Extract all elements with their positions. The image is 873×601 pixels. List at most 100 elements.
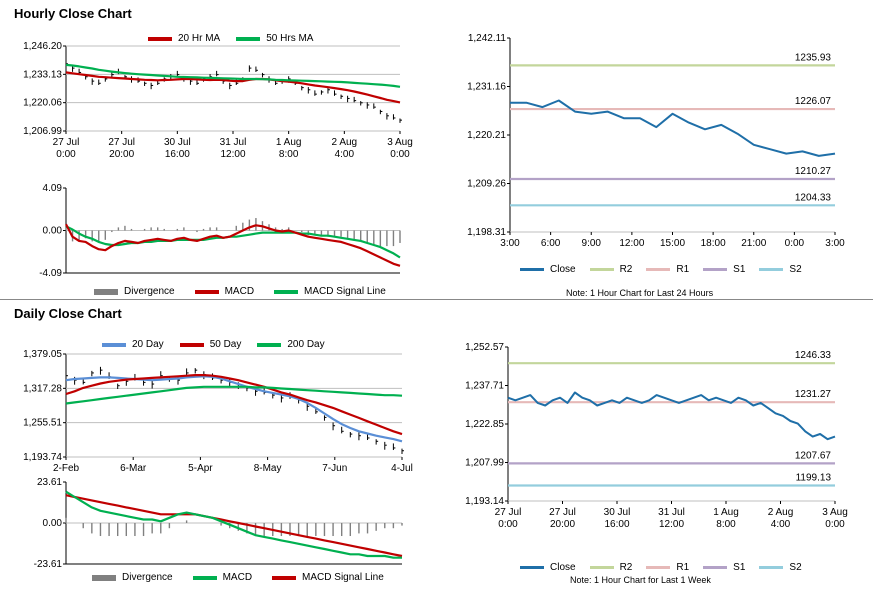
- legend-swatch-macd: [192, 575, 217, 580]
- legend-label-20hr-ma: 20 Hr MA: [178, 33, 221, 44]
- daily-price-x-tick-label: 7-Jun: [322, 463, 347, 474]
- daily-price-y-tick-label: 1,255.51: [23, 418, 62, 429]
- daily-pivot-level-label-s1: 1207.67: [795, 450, 832, 461]
- hourly-price-x-tick-label: 0:00: [56, 149, 76, 160]
- daily-pivot-x-tick-label: 20:00: [550, 519, 575, 530]
- daily-pivot-y-tick-label: 1,222.85: [465, 419, 504, 430]
- legend-swatch-s2: [759, 268, 784, 271]
- hourly-pivot-x-tick-label: 21:00: [741, 238, 766, 249]
- daily-pivot-x-tick-label: 2 Aug: [768, 507, 794, 518]
- legend-label-divergence: Divergence: [124, 286, 175, 297]
- legend-swatch-50hrs-ma: [236, 36, 261, 41]
- hourly-pivot-level-label-r1: 1226.07: [795, 96, 832, 107]
- daily-pivot-legend: Close R2 R1 S1 S2: [520, 562, 802, 573]
- legend-swatch-20day: [102, 342, 126, 347]
- legend-swatch-divergence: [92, 574, 116, 581]
- legend-label-signal: MACD Signal Line: [304, 286, 386, 297]
- legend-label-50hrs-ma: 50 Hrs MA: [266, 33, 314, 44]
- hourly-price-legend: 20 Hr MA 50 Hrs MA: [148, 33, 313, 44]
- daily-price-ma20-line: [65, 375, 403, 443]
- daily-price-x-tick-label: 8-May: [254, 463, 282, 474]
- hourly-macd-y-tick-label: 4.09: [43, 183, 63, 194]
- hourly-price-ma50-line: [65, 63, 401, 88]
- daily-price-x-tick-label: 5-Apr: [188, 463, 213, 474]
- daily-macd-legend: Divergence MACD MACD Signal Line: [92, 572, 384, 583]
- legend-label-s2: S2: [789, 562, 802, 573]
- daily-pivot-y-tick-label: 1,237.71: [465, 381, 504, 392]
- hourly-price-x-tick-label: 12:00: [220, 149, 245, 160]
- daily-macd-signal-line: [65, 494, 403, 558]
- hourly-price-x-tick-label: 8:00: [279, 149, 299, 160]
- daily-price-x-tick-label: 2-Feb: [53, 463, 80, 474]
- daily-price-x-tick-label: 6-Mar: [120, 463, 147, 474]
- legend-swatch-macd: [194, 289, 219, 294]
- daily-pivot-note: Note: 1 Hour Chart for Last 1 Week: [570, 575, 711, 585]
- hourly-price-x-tick-label: 2 Aug: [332, 137, 358, 148]
- daily-macd-y-tick-label: 0.00: [43, 518, 63, 529]
- hourly-pivot-close-line: [510, 99, 836, 157]
- hourly-pivot-level-label-s1: 1210.27: [795, 166, 832, 177]
- hourly-macd-signal-line: [65, 225, 401, 259]
- hourly-pivot-y-tick-label: 1,242.11: [468, 33, 507, 44]
- hourly-pivot-y-tick-label: 1,198.31: [467, 227, 506, 238]
- hourly-pivot-y-tick-label: 1,231.16: [467, 82, 506, 93]
- hourly-pivot-x-tick-label: 9:00: [582, 238, 602, 249]
- hourly-price-x-tick-label: 27 Jul: [53, 137, 80, 148]
- legend-swatch-r1: [646, 566, 671, 569]
- legend-swatch-divergence: [94, 288, 118, 295]
- legend-label-macd: MACD: [224, 286, 255, 297]
- legend-label-divergence: Divergence: [122, 572, 173, 583]
- hourly-price-x-tick-label: 27 Jul: [108, 137, 135, 148]
- legend-swatch-s1: [703, 566, 728, 569]
- legend-swatch-50day: [179, 342, 204, 347]
- legend-label-50day: 50 Day: [209, 339, 242, 350]
- hourly-pivot-x-tick-label: 18:00: [701, 238, 726, 249]
- daily-macd-y-tick-label: -23.61: [34, 559, 63, 570]
- daily-pivot-level-label-s2: 1199.13: [796, 472, 832, 483]
- legend-label-s1: S1: [733, 264, 746, 275]
- daily-pivot-x-tick-label: 8:00: [716, 519, 736, 530]
- daily-pivot-x-tick-label: 12:00: [659, 519, 684, 530]
- daily-pivot-level-label-r2: 1246.33: [795, 350, 832, 361]
- legend-label-macd: MACD: [222, 572, 253, 583]
- legend-label-200day: 200 Day: [287, 339, 325, 350]
- hourly-pivot-x-tick-label: 12:00: [619, 238, 644, 249]
- legend-swatch-r2: [589, 268, 614, 271]
- legend-label-r2: R2: [619, 264, 633, 275]
- hourly-price-x-tick-label: 1 Aug: [276, 137, 302, 148]
- hourly-pivot-y-tick-label: 1,220.21: [467, 130, 506, 141]
- legend-swatch-signal: [274, 289, 299, 294]
- hourly-price-x-tick-label: 4:00: [335, 149, 355, 160]
- daily-section-title: Daily Close Chart: [14, 306, 122, 321]
- legend-swatch-r2: [589, 566, 614, 569]
- hourly-price-y-tick-label: 1,206.99: [23, 126, 62, 137]
- hourly-pivot-x-tick-label: 3:00: [500, 238, 520, 249]
- hourly-pivot-x-tick-label: 6:00: [541, 238, 561, 249]
- hourly-price-x-tick-label: 31 Jul: [220, 137, 247, 148]
- daily-price-y-tick-label: 1,317.28: [23, 383, 62, 394]
- daily-pivot-x-tick-label: 4:00: [771, 519, 791, 530]
- daily-pivot-x-tick-label: 3 Aug: [822, 507, 848, 518]
- legend-swatch-200day: [257, 342, 282, 347]
- hourly-price-x-tick-label: 20:00: [109, 149, 134, 160]
- legend-swatch-s2: [759, 566, 784, 569]
- hourly-pivot-legend: Close R2 R1 S1 S2: [520, 264, 802, 275]
- daily-pivot-x-tick-label: 30 Jul: [604, 507, 631, 518]
- hourly-section-title: Hourly Close Chart: [14, 6, 132, 21]
- legend-swatch-20hr-ma: [148, 36, 172, 41]
- daily-price-ma50-line: [65, 374, 403, 436]
- hourly-price-ma20-line: [65, 71, 401, 104]
- daily-pivot-x-tick-label: 1 Aug: [713, 507, 739, 518]
- legend-swatch-close: [520, 566, 544, 569]
- legend-label-close: Close: [550, 264, 576, 275]
- daily-price-ma200-line: [65, 385, 403, 405]
- hourly-price-y-tick-label: 1,233.13: [23, 69, 62, 80]
- legend-swatch-s1: [703, 268, 728, 271]
- legend-label-r2: R2: [619, 562, 633, 573]
- daily-macd-macd-line: [65, 490, 402, 559]
- daily-macd-y-tick-label: 23.61: [37, 477, 62, 488]
- legend-label-r1: R1: [676, 562, 690, 573]
- legend-label-s1: S1: [733, 562, 746, 573]
- hourly-pivot-level-label-s2: 1204.33: [795, 192, 832, 203]
- hourly-pivot-x-tick-label: 15:00: [660, 238, 685, 249]
